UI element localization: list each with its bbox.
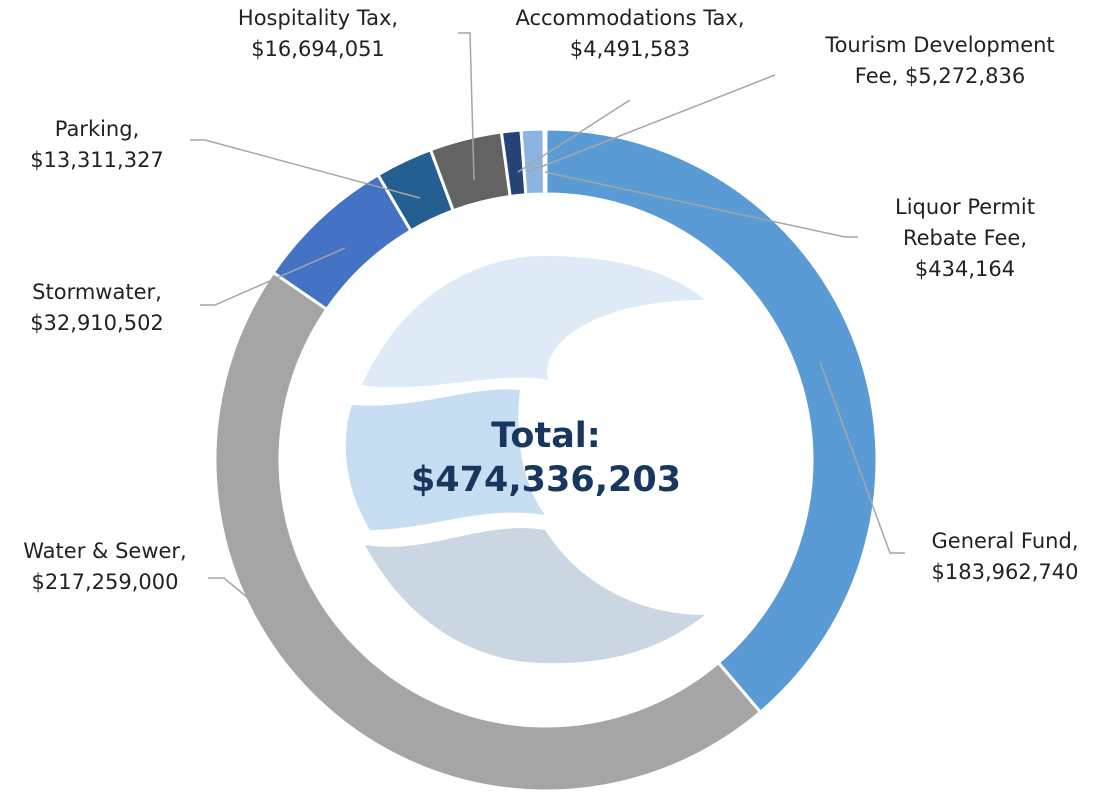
category-name: Parking,: [54, 117, 140, 141]
leader-line: [517, 99, 631, 173]
leader-line: [819, 361, 905, 554]
value-label: $16,694,051: [251, 37, 385, 61]
leader-line: [208, 577, 249, 599]
slice-label: Liquor Permit Rebate Fee, $434,164: [865, 192, 1065, 285]
category-name: Hospitality Tax,: [237, 6, 399, 30]
leader-line: [458, 32, 475, 181]
category-name: General Fund,: [931, 529, 1079, 553]
category-name: Liquor Permit Rebate Fee,: [895, 195, 1035, 250]
value-label: $13,311,327: [30, 148, 164, 172]
slice: [213, 270, 763, 792]
value-label: $5,272,836: [904, 64, 1026, 88]
slice-label: Parking, $13,311,327: [7, 114, 187, 176]
leader-line: [200, 247, 346, 306]
slice-label: General Fund, $183,962,740: [905, 526, 1100, 588]
value-label: $4,491,583: [569, 37, 691, 61]
value-label: $217,259,000: [31, 570, 179, 594]
category-name: Stormwater,: [32, 280, 162, 304]
center-decoration: [345, 255, 705, 664]
value-label: $183,962,740: [931, 560, 1079, 584]
total-label: Total:: [491, 416, 601, 456]
leader-line: [190, 139, 421, 199]
slice-label: Hospitality Tax, $16,694,051: [213, 3, 423, 65]
leader-line: [527, 74, 776, 173]
slice-label: Accommodations Tax, $4,491,583: [505, 3, 755, 65]
value-label: $32,910,502: [30, 311, 164, 335]
value-label: $434,164: [914, 257, 1016, 281]
leader-line: [544, 171, 858, 238]
slice-label: Tourism Development Fee, $5,272,836: [825, 30, 1055, 92]
slice-label: Stormwater, $32,910,502: [7, 277, 187, 339]
category-name: Tourism Development Fee,: [825, 33, 1055, 88]
total-value: $474,336,203: [410, 460, 682, 500]
slice: [542, 127, 548, 196]
category-name: Water & Sewer,: [23, 539, 187, 563]
slice-label: Water & Sewer, $217,259,000: [5, 536, 205, 598]
category-name: Accommodations Tax,: [515, 6, 745, 30]
